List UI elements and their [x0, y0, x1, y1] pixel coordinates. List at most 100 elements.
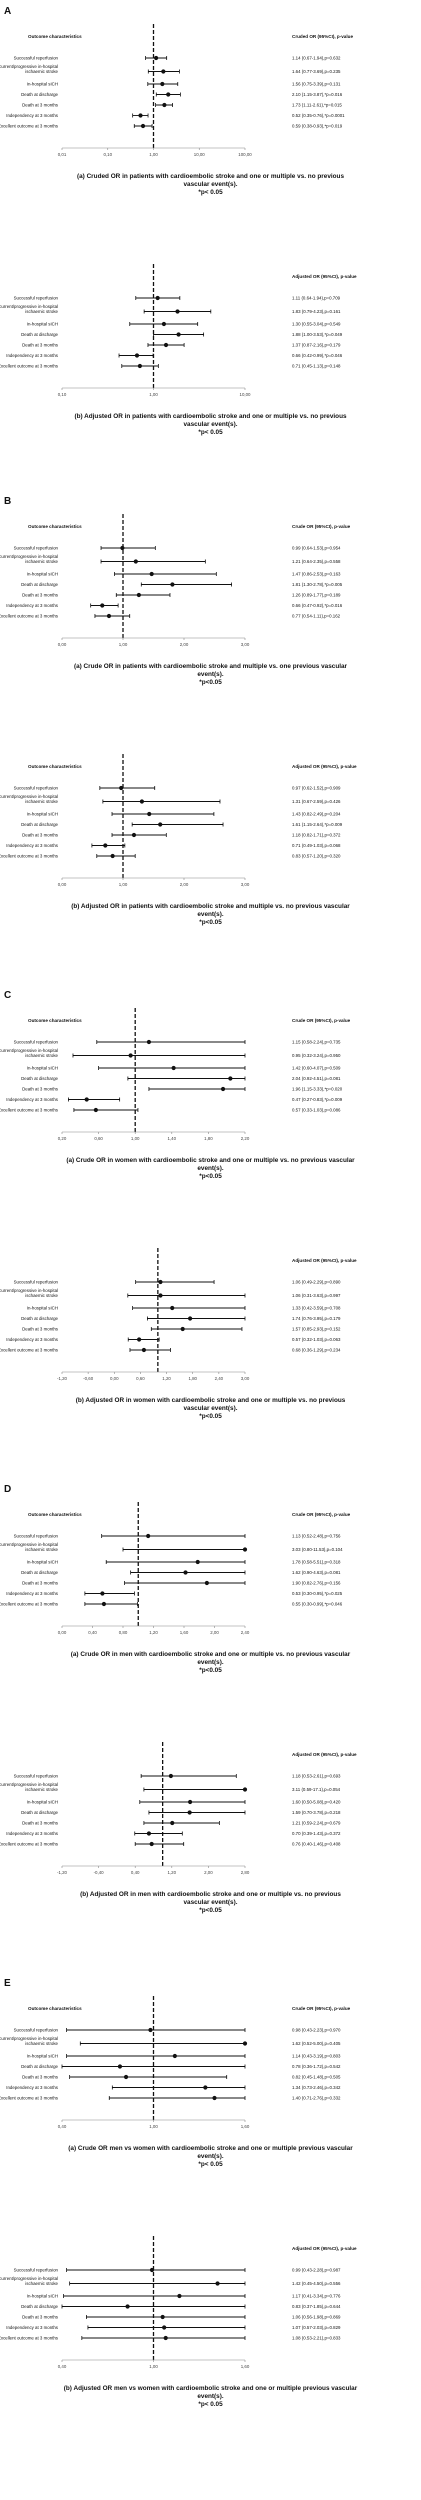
outcome-label: In-hospital sICH: [27, 1800, 58, 1805]
header-or-ci: Cruded OR (95%CI), p-value: [292, 34, 353, 39]
or-point: [170, 1305, 175, 1311]
outcome-label: Death at 3 months: [22, 1327, 59, 1332]
or-ci-value: 1.17 (0.41-3.34),p=0.776: [292, 2294, 341, 2299]
outcome-label: Excellent outcome at 3 months: [0, 854, 59, 859]
panel-caption: (b) Adjusted OR in men with cardioemboli…: [80, 1891, 341, 1906]
x-tick-label: -1,20: [57, 1376, 68, 1381]
x-tick-label: 2,80: [241, 1870, 250, 1875]
outcome-label: Recurrent/progressive in-hospital ischaem…: [0, 554, 59, 564]
or-point: [119, 785, 124, 791]
x-tick-label: 0,10: [58, 392, 67, 397]
header-or-ci: Crude OR (95%CI), p-value: [292, 2006, 351, 2011]
panel-caption: (b) Adjusted OR men vs women with cardio…: [64, 2385, 358, 2400]
outcome-label: Independency at 3 months: [6, 353, 59, 358]
or-ci-value: 1.43 (0.82-2.49),p=0.204: [292, 812, 341, 817]
x-tick-label: 1,40: [168, 1136, 177, 1141]
x-tick-label: 10,00: [194, 152, 206, 157]
outcome-label: Successful reperfusion: [14, 1040, 59, 1045]
or-point: [183, 1570, 188, 1575]
or-ci-value: 0.97 (0.62-1.52),p=0.909: [292, 786, 341, 791]
header-or-ci: Crude OR (95%CI), p-value: [292, 524, 351, 529]
or-point: [146, 1533, 151, 1539]
x-tick-label: 0,20: [58, 1136, 67, 1141]
or-point: [162, 102, 167, 108]
or-ci-value: 0.57 (0.33-1.03),p=0.086: [292, 1108, 341, 1113]
or-ci-value: 1.42 (0.60-4.07),p=0.509: [292, 1066, 341, 1071]
or-ci-value: 0.70 (0.39-1.43),p=0.372: [292, 1831, 341, 1836]
or-ci-value: 1.57 (0.85-2.93),p=0.152: [292, 1327, 341, 1332]
or-point: [149, 2267, 155, 2273]
or-point: [93, 1107, 98, 1113]
x-tick-label: 0,00: [58, 1630, 67, 1635]
or-point: [149, 571, 154, 577]
or-ci-value: 3.11 (0.59-17.1),p=0.054: [292, 1787, 341, 1792]
or-ci-value: 1.08 (0.53-2.21),p=0.833: [292, 2336, 341, 2341]
significance-note: *p< 0.05: [198, 2161, 223, 2168]
forest-plot-1: Outcome characteristics Cruded OR (95%CI)…: [0, 24, 353, 196]
outcome-label: Excellent outcome at 3 months: [0, 1348, 59, 1353]
or-ci-value: 2.10 (1.15-3.87),*p=0.016: [292, 92, 343, 97]
significance-note: *p<0.05: [199, 1413, 222, 1420]
or-point: [139, 799, 145, 804]
or-ci-value: 0.53 (0.30-0.95),*p=0.025: [292, 1591, 343, 1596]
outcome-label: Death at 3 months: [22, 343, 59, 348]
panel-caption: (b) Adjusted OR in patients with cardioe…: [74, 413, 347, 428]
x-tick-label: 1,00: [149, 2124, 158, 2129]
or-point: [106, 613, 112, 619]
outcome-label: Successful reperfusion: [14, 2268, 59, 2273]
panel-caption: (a) Crude OR in men with cardioembolic s…: [71, 1651, 351, 1666]
or-point: [203, 2085, 208, 2090]
or-ci-value: 1.14 (0.67-1.94),p=0.632: [292, 56, 341, 61]
or-ci-value: 1.47 (0.86-2.53),p=0.163: [292, 572, 341, 577]
or-ci-value: 1.56 (0.75-3.39),p=0.131: [292, 82, 341, 87]
section-letter-c: C: [4, 990, 12, 1001]
outcome-label: Independency at 3 months: [6, 113, 59, 118]
x-tick-label: 0,60: [94, 1136, 103, 1141]
panel-caption: (a) Crude OR men vs women with cardioemb…: [68, 2145, 353, 2160]
outcome-label: Excellent outcome at 3 months: [0, 364, 59, 369]
or-ci-value: 1.31 (0.67-2.59),p=0.426: [292, 799, 341, 804]
or-ci-value: 1.40 (0.71-2.76),p=0.332: [292, 2096, 341, 2101]
or-ci-value: 1.06 (0.56-1.98),p=0.869: [292, 2315, 341, 2320]
or-ci-value: 1.37 (0.87-2.16),p=0.179: [292, 343, 341, 348]
x-tick-label: 2,00: [204, 1870, 213, 1875]
or-ci-value: 0.83 (0.37-1.85),p=0.644: [292, 2304, 341, 2309]
or-point: [166, 92, 171, 97]
or-ci-value: 0.77 (0.54-1.11),p=0.162: [292, 614, 341, 619]
or-point: [117, 2064, 123, 2069]
x-tick-label: 100,00: [238, 152, 252, 157]
or-ci-value: 1.42 (0.45-4.50),p=0.556: [292, 2281, 341, 2286]
outcome-label: Successful reperfusion: [14, 296, 59, 301]
or-point: [212, 2095, 217, 2101]
outcome-label: In-hospital sICH: [27, 2054, 58, 2059]
or-point: [158, 822, 163, 827]
forest-plot-3: Outcome characteristics Crude OR (95%CI),…: [0, 514, 351, 686]
or-ci-value: 1.90 (0.82-2.76),p=0.156: [292, 1581, 341, 1586]
x-tick-label: 0,00: [58, 642, 67, 647]
header-or-ci: Adjusted OR (95%CI), p-value: [292, 274, 357, 279]
x-tick-label: 1,00: [119, 642, 128, 647]
or-point: [175, 309, 180, 314]
section-letter-a: A: [4, 6, 12, 17]
or-ci-value: 0.99 (0.43-2.28),p=0.987: [292, 2268, 341, 2273]
or-ci-value: 1.11 (0.64-1.94),p=0.709: [292, 296, 341, 301]
or-point: [103, 843, 108, 848]
outcome-label: In-hospital sICH: [27, 82, 58, 87]
or-point: [158, 1293, 163, 1298]
outcome-label: Death at 3 months: [22, 1581, 59, 1586]
panel-caption: (a) Cruded OR in patients with cardioemb…: [77, 173, 344, 188]
outcome-label: Death at 3 months: [22, 593, 59, 598]
or-point: [147, 811, 152, 817]
x-tick-label: 0,40: [131, 1870, 140, 1875]
x-tick-label: 1,60: [180, 1630, 189, 1635]
or-point: [148, 2027, 153, 2033]
header-or-ci: Adjusted OR (95%CI), p-value: [292, 1752, 357, 1757]
header-or-ci: Crude OR (95%CI), p-value: [292, 1512, 351, 1517]
outcome-label: Independency at 3 months: [6, 1097, 59, 1102]
or-point: [141, 1347, 147, 1353]
outcome-label: Death at discharge: [21, 2304, 58, 2309]
or-point: [188, 1316, 193, 1321]
or-ci-value: 1.30 (0.55-3.04),p=0.549: [292, 322, 341, 327]
x-tick-label: 1,00: [119, 882, 128, 887]
outcome-label: Excellent outcome at 3 months: [0, 1602, 59, 1607]
